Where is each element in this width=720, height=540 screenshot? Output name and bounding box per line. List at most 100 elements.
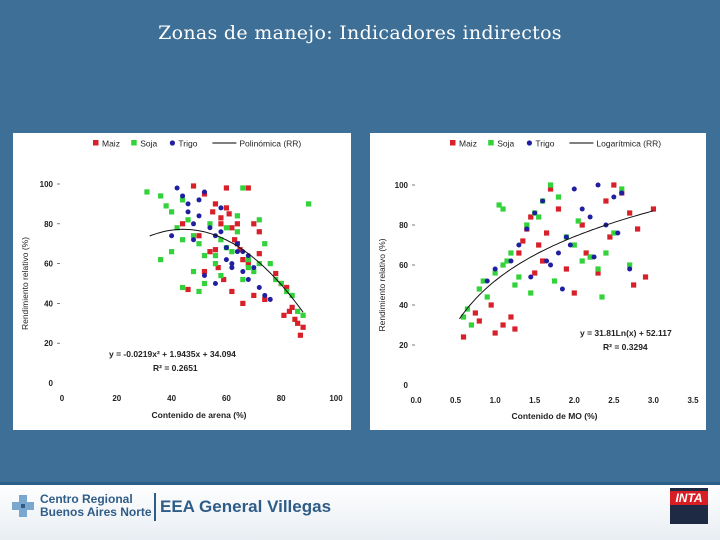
point-trigo-4 [196, 197, 202, 203]
point-maiz-38 [212, 247, 219, 253]
point-trigo-2 [508, 258, 514, 264]
point-soja-9 [201, 253, 208, 259]
point-soja-41 [218, 272, 224, 279]
point-maiz-34 [245, 261, 251, 267]
point-soja-4 [480, 278, 486, 284]
point-maiz-20 [611, 182, 617, 188]
point-trigo-24 [196, 213, 202, 219]
y-axis-label: Rendimiento relativo (%) [377, 238, 387, 331]
point-soja-40 [196, 288, 202, 295]
legend-label-0: Maiz [459, 139, 477, 149]
point-soja-27 [528, 290, 534, 296]
point-trigo-23 [245, 277, 251, 283]
point-trigo-2 [185, 209, 191, 215]
point-soja-21 [595, 266, 601, 272]
point-trigo-8 [555, 250, 561, 256]
point-soja-32 [190, 268, 197, 275]
point-trigo-9 [223, 245, 229, 251]
inta-logo-text: INTA [670, 491, 708, 505]
point-maiz-12 [245, 185, 251, 191]
point-trigo-19 [544, 258, 550, 264]
regional-center-name: Centro Regional Buenos Aires Norte [40, 493, 152, 519]
point-soja-8 [196, 241, 202, 247]
point-maiz-19 [603, 198, 609, 204]
station-name: EEA General Villegas [160, 497, 332, 516]
point-soja-9 [504, 258, 510, 264]
point-soja-29 [158, 257, 164, 263]
point-soja-15 [547, 182, 554, 188]
x-tick-label-0: 0.0 [410, 396, 422, 405]
trend-equation: y = -0.0219x² + 1.9435x + 34.094 [109, 349, 236, 359]
point-trigo-0 [484, 278, 490, 284]
point-maiz-29 [583, 250, 589, 256]
y-tick-label-0: 0 [404, 381, 409, 390]
point-maiz-10 [237, 247, 243, 253]
point-maiz-6 [516, 250, 522, 256]
point-trigo-1 [180, 193, 186, 199]
point-soja-4 [174, 225, 180, 231]
point-soja-3 [476, 286, 482, 292]
point-maiz-10 [532, 270, 538, 276]
point-soja-26 [512, 282, 518, 288]
point-maiz-13 [555, 206, 562, 212]
point-soja-42 [240, 276, 246, 283]
point-maiz-14 [256, 229, 262, 235]
point-soja-6 [492, 270, 498, 276]
y-tick-label-4: 80 [399, 221, 408, 230]
point-trigo-14 [251, 265, 257, 271]
y-tick-label-2: 40 [399, 301, 408, 310]
point-trigo-21 [223, 257, 229, 263]
point-soja-33 [201, 280, 208, 287]
point-soja-21 [267, 261, 273, 267]
y-tick-label-3: 60 [44, 260, 53, 269]
point-trigo-0 [174, 185, 180, 191]
point-trigo-26 [229, 265, 235, 271]
point-maiz-19 [229, 288, 235, 295]
point-soja-16 [555, 194, 562, 200]
point-maiz-26 [642, 274, 649, 280]
point-soja-7 [190, 233, 197, 239]
x-tick-label-6: 3.0 [648, 396, 660, 405]
point-maiz-6 [226, 211, 232, 217]
point-trigo-3 [191, 221, 197, 227]
point-soja-16 [240, 185, 246, 191]
point-soja-14 [229, 249, 235, 255]
point-soja-11 [516, 274, 522, 280]
point-maiz-32 [512, 326, 518, 332]
point-trigo-13 [595, 182, 601, 188]
point-soja-30 [599, 294, 605, 300]
legend-label-2: Trigo [178, 139, 197, 149]
point-soja-8 [500, 206, 506, 212]
point-soja-13 [223, 225, 229, 231]
point-maiz-14 [563, 266, 569, 272]
point-trigo-28 [169, 233, 175, 239]
point-soja-12 [218, 237, 224, 243]
point-soja-34 [212, 253, 219, 259]
point-maiz-31 [488, 302, 494, 308]
point-soja-17 [245, 257, 251, 263]
point-maiz-36 [223, 205, 229, 211]
y-tick-label-3: 60 [399, 261, 408, 270]
point-soja-28 [551, 278, 558, 284]
legend-marker-2 [526, 140, 532, 146]
point-soja-27 [300, 312, 306, 318]
legend-label-3: Polinómica (RR) [239, 139, 301, 149]
x-axis-label: Contenido de arena (%) [152, 410, 247, 420]
point-maiz-16 [579, 222, 585, 228]
footer-divider [154, 493, 156, 521]
point-soja-31 [179, 237, 186, 243]
point-maiz-28 [543, 230, 550, 236]
y-tick-label-5: 100 [395, 181, 409, 190]
point-maiz-11 [540, 258, 546, 264]
point-soja-2 [468, 322, 474, 328]
point-trigo-1 [492, 266, 498, 272]
legend-label-3: Logarítmica (RR) [596, 139, 661, 149]
legend-label-1: Soja [497, 139, 514, 149]
point-trigo-5 [532, 210, 538, 216]
point-soja-5 [484, 294, 490, 300]
point-maiz-31 [286, 308, 293, 314]
point-trigo-11 [234, 249, 240, 255]
point-maiz-11 [240, 257, 246, 263]
point-maiz-28 [300, 324, 306, 330]
point-trigo-17 [627, 266, 633, 272]
